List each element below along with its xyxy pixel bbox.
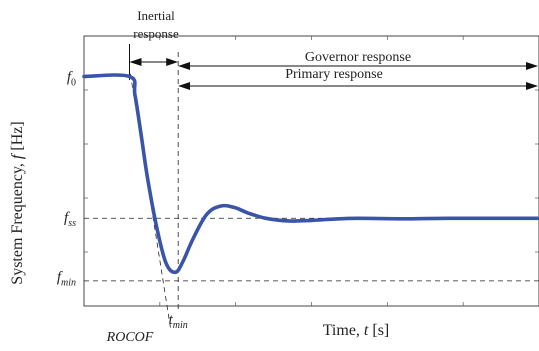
series-layer: [82, 73, 539, 275]
y-axis-label: System Frequency, f [Hz]: [9, 121, 26, 284]
ytick-label-fmin: fmin: [57, 269, 76, 288]
inertial-label-line2: response: [133, 26, 179, 41]
axis-ticks: [84, 36, 539, 306]
xtick-label-tmin: tmin: [169, 312, 188, 331]
guide-lines: [84, 44, 539, 328]
rocof-label: ROCOF: [106, 330, 154, 345]
ytick-label-fss: fss: [64, 210, 76, 229]
ytick-label-f0: f0: [67, 70, 76, 89]
primary-response-label: Primary response: [285, 67, 383, 82]
response-intervals: [129, 58, 538, 90]
governor-response-label: Governor response: [305, 50, 411, 65]
x-axis-label: Time, t [s]: [323, 322, 390, 339]
series-line-0: [82, 73, 539, 275]
inertial-label-line1: Inertial: [137, 8, 175, 23]
